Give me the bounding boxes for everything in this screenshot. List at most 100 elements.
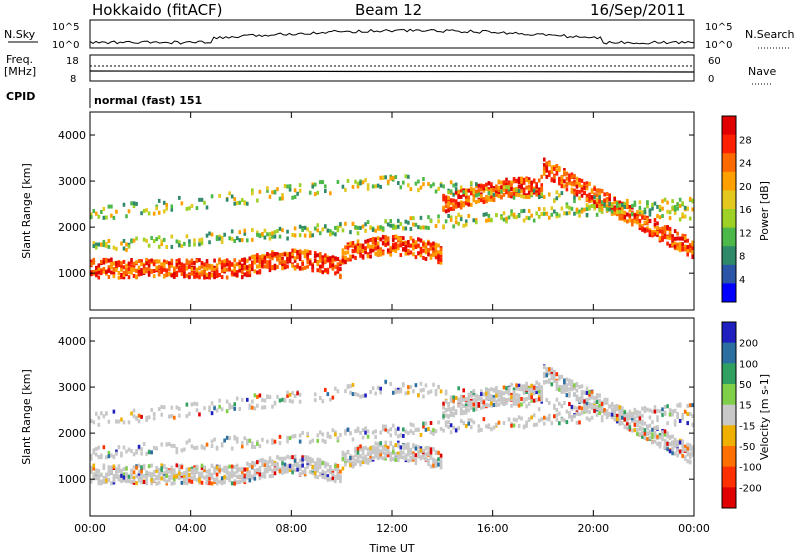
scatter-cell: [391, 238, 395, 243]
scatter-cell: [626, 219, 629, 224]
scatter-cell: [215, 274, 219, 279]
scatter-cell: [180, 480, 184, 485]
scatter-cell: [394, 246, 398, 251]
scatter-cell: [213, 437, 216, 442]
scatter-cell: [424, 446, 428, 451]
scatter-cell: [381, 235, 385, 240]
scatter-cell: [485, 182, 488, 187]
scatter-cell: [288, 398, 292, 403]
scatter-cell: [208, 275, 211, 280]
scatter-cell: [396, 218, 400, 223]
scatter-cell: [553, 199, 556, 204]
colorbar-segment: [722, 283, 736, 303]
scatter-cell: [308, 470, 312, 475]
scatter-cell: [449, 198, 453, 203]
scatter-cell: [646, 437, 649, 442]
scatter-cell: [233, 201, 237, 206]
scatter-cell: [329, 232, 332, 237]
scatter-cell: [447, 425, 450, 430]
scatter-cell: [132, 465, 136, 470]
scatter-cell: [371, 236, 375, 241]
scatter-cell: [127, 267, 131, 272]
scatter-cell: [313, 474, 317, 479]
scatter-cell: [402, 445, 405, 450]
scatter-cell: [412, 444, 415, 449]
scatter-cell: [663, 410, 667, 415]
scatter-cell: [407, 174, 410, 179]
colorbar-segment: [722, 322, 736, 344]
colorbar-segment: [722, 466, 736, 488]
scatter-cell: [419, 215, 423, 220]
scatter-cell: [643, 421, 647, 426]
scatter-cell: [200, 241, 204, 246]
scatter-cell: [641, 215, 644, 220]
colorbar-tick-label: 15: [739, 401, 752, 412]
scatter-cell: [603, 397, 606, 402]
scatter-cell: [575, 420, 579, 425]
scatter-cell: [183, 447, 186, 452]
scatter-cell: [100, 473, 103, 478]
scatter-cell: [588, 396, 591, 401]
scatter-cell: [238, 230, 242, 235]
scatter-cell: [419, 238, 423, 243]
scatter-cell: [583, 399, 586, 404]
scatter-cell: [233, 406, 237, 411]
scatter-cell: [414, 428, 418, 433]
scatter-cell: [412, 389, 415, 394]
scatter-cell: [135, 481, 138, 486]
scatter-cell: [595, 396, 599, 401]
scatter-cell: [510, 194, 513, 199]
scatter-cell: [145, 208, 148, 213]
scatter-cell: [293, 226, 297, 231]
scatter-cell: [676, 411, 679, 416]
scatter-cell: [251, 405, 254, 410]
scatter-cell: [359, 462, 362, 467]
scatter-cell: [258, 465, 262, 470]
scatter-cell: [329, 397, 332, 402]
scatter-cell: [570, 189, 574, 194]
scatter-cell: [240, 238, 244, 243]
scatter-cell: [525, 390, 528, 395]
scatter-cell: [485, 388, 488, 393]
scatter-cell: [490, 394, 493, 399]
scatter-cell: [115, 246, 118, 251]
scatter-cell: [245, 238, 249, 243]
scatter-cell: [142, 474, 146, 479]
scatter-cell: [555, 372, 559, 377]
scatter-cell: [540, 394, 544, 399]
scatter-cell: [505, 386, 508, 391]
scatter-cell: [502, 391, 506, 396]
scatter-cell: [638, 416, 642, 421]
scatter-cell: [220, 407, 224, 412]
scatter-cell: [517, 399, 521, 404]
scatter-cell: [464, 424, 468, 429]
scatter-cell: [691, 445, 695, 450]
scatter-cell: [175, 463, 179, 468]
scatter-cell: [230, 194, 234, 199]
scatter-cell: [288, 464, 292, 469]
scatter-cell: [160, 241, 164, 246]
scatter-cell: [354, 392, 357, 397]
scatter-cell: [585, 390, 589, 395]
scatter-cell: [213, 406, 216, 411]
scatter-cell: [248, 405, 252, 410]
scatter-cell: [336, 436, 340, 441]
scatter-cell: [688, 244, 692, 249]
scatter-cell: [573, 173, 576, 178]
scatter-cell: [407, 458, 410, 463]
scatter-cell: [565, 181, 569, 186]
scatter-cell: [439, 463, 443, 468]
scatter-cell: [341, 466, 345, 471]
scatter-cell: [178, 243, 181, 248]
scatter-cell: [203, 475, 206, 480]
scatter-cell: [200, 480, 204, 485]
scatter-cell: [223, 259, 226, 264]
scatter-cell: [336, 179, 340, 184]
scatter-cell: [598, 403, 601, 408]
scatter-cell: [688, 412, 692, 417]
scatter-cell: [464, 410, 468, 415]
scatter-cell: [351, 240, 355, 245]
scatter-cell: [424, 244, 428, 249]
scatter-cell: [633, 428, 637, 433]
